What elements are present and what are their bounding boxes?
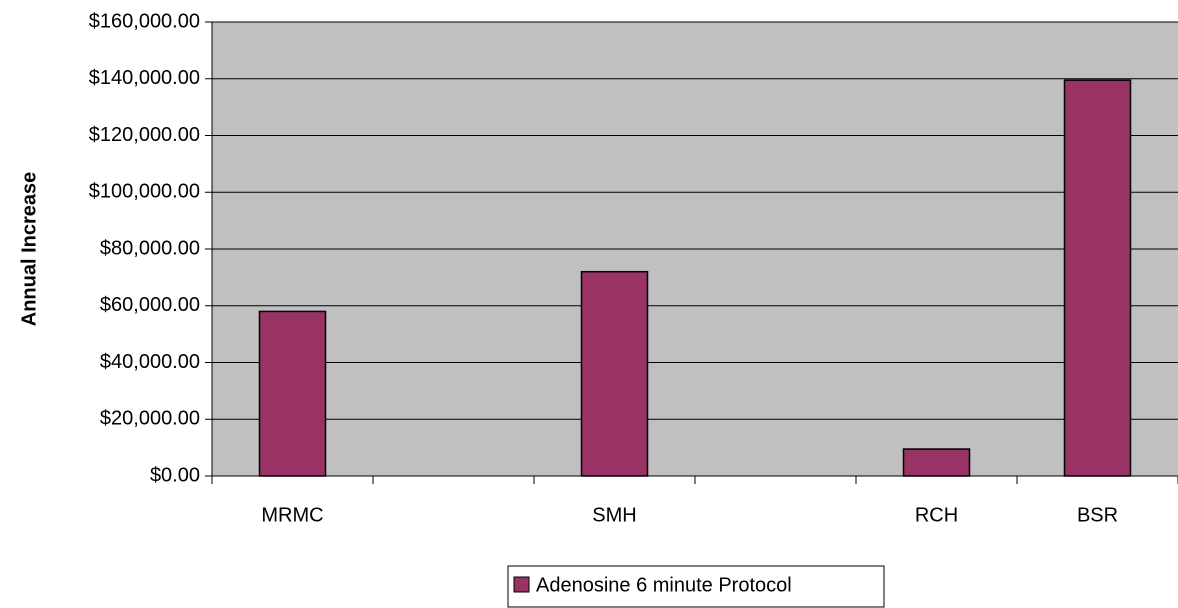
bar — [902, 448, 971, 477]
y-tick-label: $60,000.00 — [100, 294, 200, 316]
bar — [580, 270, 649, 477]
axes — [205, 21, 1178, 484]
legend-box — [507, 565, 885, 608]
y-tick-label: $40,000.00 — [100, 351, 200, 373]
y-tick-label: $20,000.00 — [100, 408, 200, 430]
y-axis-title: Annual Increase — [18, 172, 40, 327]
y-tick-label: $160,000.00 — [89, 10, 200, 32]
y-tick-label: $100,000.00 — [89, 181, 200, 203]
x-tick-label: RCH — [915, 504, 958, 526]
y-tick-label: $140,000.00 — [89, 67, 200, 89]
legend: Adenosine 6 minute Protocol — [507, 565, 885, 608]
bar — [1063, 79, 1132, 477]
x-tick-label: SMH — [592, 504, 636, 526]
legend-label: Adenosine 6 minute Protocol — [536, 574, 792, 596]
legend-swatch — [513, 576, 530, 593]
y-tick-label: $120,000.00 — [89, 124, 200, 146]
bars — [258, 79, 1132, 477]
y-tick-label: $0.00 — [150, 464, 200, 486]
x-tick-label: BSR — [1077, 504, 1118, 526]
y-tick-label: $80,000.00 — [100, 237, 200, 259]
x-tick-label: MRMC — [261, 504, 323, 526]
bar — [258, 310, 327, 477]
x-tick-labels: MRMC SMH RCH BSR — [261, 504, 1118, 526]
y-tick-labels: $0.00 $20,000.00 $40,000.00 $60,000.00 $80,0… — [89, 10, 200, 486]
gridlines — [212, 21, 1178, 420]
